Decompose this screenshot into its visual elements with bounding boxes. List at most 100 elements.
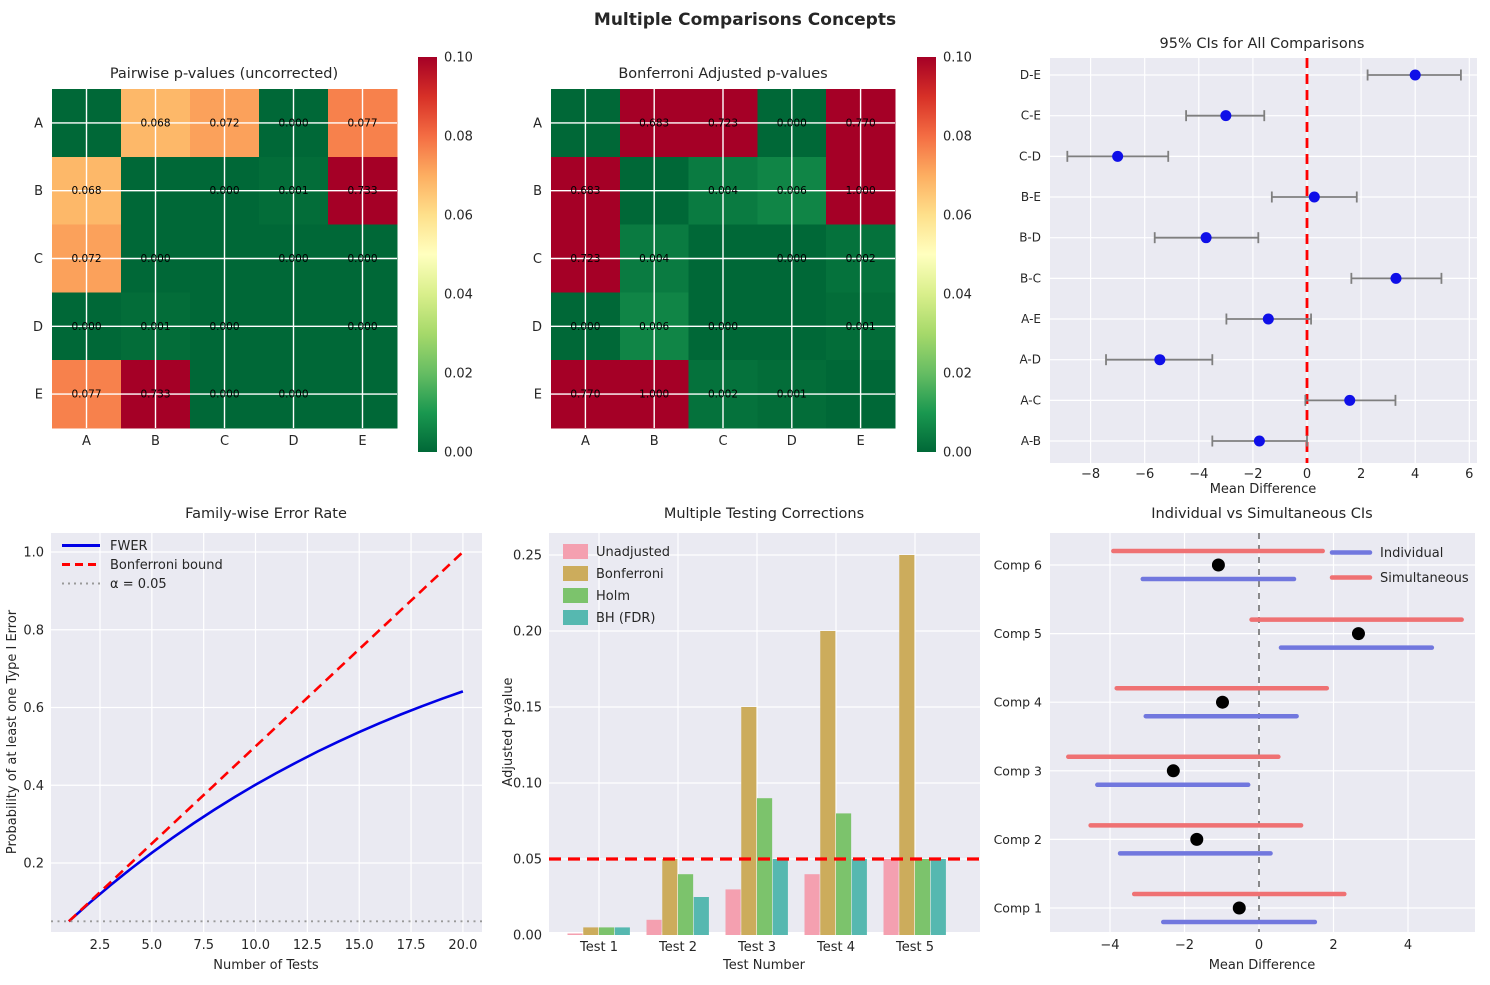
colorbar-tick-label: 0.00 — [444, 446, 473, 461]
colorbar-tick-label: 0.02 — [444, 367, 473, 382]
ci-point — [1200, 232, 1212, 244]
cell-value: 0.001 — [140, 321, 170, 333]
legend-label: α = 0.05 — [110, 577, 167, 592]
y-tick-label: 0.6 — [23, 701, 44, 716]
row-tick-label: C — [533, 252, 542, 267]
cell-value: 0.000 — [71, 321, 101, 333]
row-tick-label: D — [33, 320, 43, 335]
legend-label: Holm — [596, 589, 630, 604]
colorbar-tick-label: 0.04 — [943, 288, 972, 303]
legend-swatch — [563, 544, 588, 559]
col-tick-label: E — [856, 434, 864, 449]
cell-value: 0.000 — [278, 253, 308, 265]
cell-value: 0.002 — [708, 389, 738, 401]
bar — [772, 859, 788, 935]
ci-point — [1409, 69, 1421, 81]
cell-value: 0.770 — [570, 389, 600, 401]
ci-plot: D-E C-E C-D B-E B-D B-C A-E A-D A-C A-B −8 −6 −4 −2 0 2… — [1019, 58, 1477, 482]
cell-value: 0.068 — [140, 117, 170, 129]
bar — [804, 874, 820, 935]
bar — [614, 927, 630, 935]
cell-value: 0.000 — [140, 253, 170, 265]
x-tick-label: 4 — [1404, 938, 1412, 953]
bar — [757, 798, 773, 935]
x-tick-label: 4 — [1411, 467, 1419, 482]
row-tick-label: B — [533, 184, 542, 199]
colorbar-tick-label: 0.08 — [444, 130, 473, 145]
x-tick-label: −6 — [1135, 467, 1154, 482]
ci-point — [1154, 354, 1166, 366]
panel4-title: Family-wise Error Rate — [185, 506, 347, 522]
center-point — [1215, 695, 1229, 709]
cell-value: 0.000 — [278, 389, 308, 401]
center-point — [1351, 627, 1365, 641]
bar — [741, 707, 757, 935]
x-tick-label: −4 — [1189, 467, 1208, 482]
y-tick-label: 0.10 — [513, 777, 542, 792]
bar — [883, 859, 899, 935]
x-tick-label: 10.0 — [241, 938, 270, 953]
colorbar-tick-label: 0.04 — [444, 288, 473, 303]
panel1-title: Pairwise p-values (uncorrected) — [110, 66, 338, 82]
row-tick-label: Comp 4 — [994, 695, 1042, 710]
row-tick-label: B — [34, 184, 43, 199]
row-tick-label: Comp 1 — [994, 901, 1042, 916]
bar — [693, 897, 709, 935]
colorbar-tick-label: 0.06 — [943, 209, 972, 224]
row-tick-label: C — [34, 252, 43, 267]
colorbar — [917, 57, 936, 452]
x-tick-label: Test 2 — [658, 940, 697, 955]
panel5-ylabel: Adjusted p-value — [501, 677, 516, 786]
panel3-title: 95% CIs for All Comparisons — [1160, 36, 1365, 52]
cell-value: 0.000 — [209, 185, 239, 197]
heatmap-1: 0.683 0.723 0.000 0.770 0.683 0.004 0.006 1.000… — [532, 51, 972, 461]
y-tick-label: 0.00 — [513, 929, 542, 944]
row-tick-label: A-B — [1021, 434, 1041, 448]
cell-value: 0.068 — [71, 185, 101, 197]
row-tick-label: D — [532, 320, 542, 335]
col-tick-label: B — [650, 434, 659, 449]
legend-label: Bonferroni bound — [110, 558, 223, 573]
col-tick-label: D — [288, 434, 298, 449]
legend-swatch — [563, 566, 588, 581]
x-tick-label: 0 — [1303, 467, 1311, 482]
bar — [725, 889, 741, 935]
legend-label: Unadjusted — [596, 545, 670, 560]
x-tick-label: Test 3 — [737, 940, 776, 955]
cell-value: 0.072 — [71, 253, 101, 265]
cell-value: 0.072 — [209, 117, 239, 129]
cell-value: 0.077 — [347, 117, 377, 129]
series-line — [68, 551, 464, 923]
x-tick-label: 17.5 — [397, 938, 426, 953]
row-tick-label: A-E — [1021, 312, 1041, 326]
x-tick-label: 0 — [1255, 938, 1263, 953]
colorbar-tick-label: 0.02 — [943, 367, 972, 382]
cell-value: 0.001 — [846, 321, 876, 333]
cell-value: 0.000 — [708, 321, 738, 333]
ci-point — [1308, 191, 1320, 203]
cell-value: 0.006 — [639, 321, 669, 333]
ci-point — [1262, 313, 1274, 325]
row-tick-label: Comp 6 — [994, 558, 1042, 573]
cell-value: 0.000 — [777, 253, 807, 265]
center-point — [1232, 901, 1246, 915]
row-tick-label: A — [533, 116, 542, 131]
legend-label: Individual — [1380, 546, 1443, 561]
cell-value: 0.683 — [639, 117, 669, 129]
dual-ci-plot: Comp 1 Comp 2 Comp 3 Comp 4 Comp 5 Comp 6 −4 −2… — [994, 533, 1475, 953]
ci-point — [1344, 394, 1356, 406]
cell-value: 0.077 — [71, 389, 101, 401]
x-tick-label: −2 — [1243, 467, 1262, 482]
plot-background — [1050, 58, 1477, 463]
colorbar-tick-label: 0.00 — [943, 446, 972, 461]
legend-label: FWER — [110, 539, 148, 554]
y-tick-label: 0.15 — [513, 701, 542, 716]
cell-value: 0.002 — [846, 253, 876, 265]
center-point — [1166, 764, 1180, 778]
panel6-xlabel: Mean Difference — [1209, 958, 1316, 973]
row-tick-label: Comp 5 — [994, 626, 1042, 641]
panel5-xlabel: Test Number — [722, 958, 806, 973]
cell-value: 0.000 — [777, 117, 807, 129]
